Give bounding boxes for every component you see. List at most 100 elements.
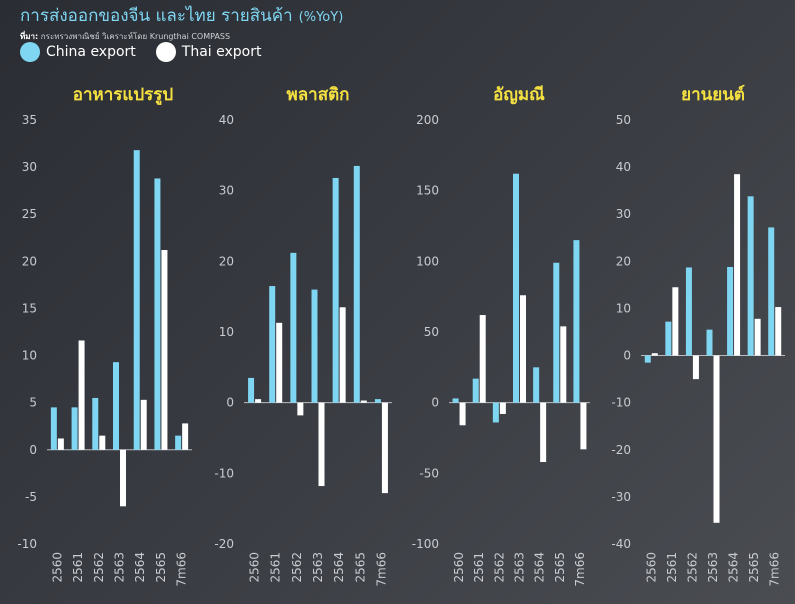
thai-bar-2560: [255, 399, 262, 403]
y-tick-label: 40: [616, 160, 631, 174]
thai-bar-2562: [297, 402, 304, 416]
china-bar-2561: [71, 407, 78, 450]
chart-title-0: อาหารแปรรูป: [73, 85, 174, 106]
china-bar-2560: [248, 377, 255, 403]
y-tick-label: 30: [616, 207, 631, 221]
x-category-label: 2562: [92, 552, 106, 583]
china-bar-2565: [353, 165, 360, 403]
y-tick-label: 0: [623, 349, 631, 363]
thai-bar-2561: [479, 315, 486, 403]
x-category-label: 2560: [248, 552, 262, 583]
x-category-label: 2560: [644, 552, 658, 583]
china-bar-2565: [154, 178, 161, 450]
china-bar-2563: [311, 289, 318, 403]
x-category-label: 2564: [332, 552, 346, 583]
china-bar-7m66: [374, 399, 381, 403]
x-category-label: 2561: [269, 552, 283, 583]
x-category-label: 2562: [290, 552, 304, 583]
china-bar-2562: [290, 252, 297, 403]
china-bar-2565: [747, 196, 754, 356]
legend-item-china: China export: [20, 42, 136, 62]
x-category-label: 2561: [71, 552, 85, 583]
thai-bar-2565: [754, 318, 761, 356]
y-tick-label: -40: [611, 537, 631, 551]
x-category-label: 2565: [747, 552, 761, 583]
y-tick-label: 30: [219, 184, 234, 198]
china-bar-2560: [50, 407, 57, 450]
thai-bar-2563: [120, 449, 126, 507]
china-bar-2561: [665, 321, 672, 356]
thai-bar-2563: [713, 355, 720, 523]
thai-bar-7m66: [381, 402, 388, 494]
y-tick-label: -50: [419, 466, 439, 480]
china-bar-2560: [452, 398, 459, 403]
source-line: ที่มา: กระทรวงพาณิชย์ วิเคราะห์โดย Krung…: [20, 30, 343, 43]
thai-swatch: [155, 42, 176, 62]
x-category-label: 7m66: [175, 552, 189, 587]
thai-bar-2561: [276, 322, 283, 403]
y-tick-label: 150: [416, 184, 439, 198]
y-tick-label: 25: [22, 207, 37, 221]
x-category-label: 2564: [133, 552, 147, 583]
x-category-label: 2563: [706, 552, 720, 583]
y-tick-label: 10: [219, 325, 234, 339]
thai-bar-2564: [140, 399, 147, 450]
legend-label-china: China export: [46, 44, 136, 60]
chart-header: การส่งออกของจีน และไทย รายสินค้า (%YoY) ท…: [20, 2, 343, 43]
thai-bar-2564: [734, 174, 741, 356]
thai-bar-2564: [339, 307, 346, 403]
x-category-label: 2563: [113, 552, 127, 583]
thai-bar-7m66: [775, 307, 782, 356]
title-text: การส่งออกของจีน และไทย รายสินค้า: [20, 6, 293, 26]
thai-bar-2565: [161, 250, 168, 450]
thai-bar-2562: [499, 402, 506, 414]
x-category-label: 2562: [685, 552, 699, 583]
y-tick-label: 0: [29, 443, 37, 457]
y-tick-label: 10: [22, 349, 37, 363]
y-tick-label: -20: [611, 443, 631, 457]
y-tick-label: 40: [219, 113, 234, 127]
china-bar-2563: [706, 329, 713, 356]
china-bar-2562: [685, 267, 692, 356]
x-category-label: 7m66: [374, 552, 388, 587]
china-bar-2563: [513, 173, 519, 403]
china-bar-2564: [533, 367, 540, 403]
thai-bar-2561: [672, 287, 679, 356]
y-tick-label: 5: [29, 396, 37, 410]
y-tick-label: -30: [611, 490, 631, 504]
china-bar-2564: [133, 150, 140, 450]
y-tick-label: 200: [416, 113, 439, 127]
y-tick-label: 20: [616, 254, 631, 268]
thai-bar-2563: [520, 295, 526, 403]
china-bar-2562: [92, 397, 99, 450]
thai-bar-2564: [540, 402, 547, 463]
thai-bar-2560: [651, 353, 658, 356]
thai-bar-2560: [459, 402, 466, 426]
thai-bar-2562: [99, 435, 106, 450]
y-tick-label: 50: [616, 113, 631, 127]
legend-item-thai: Thai export: [155, 42, 262, 62]
china-bar-7m66: [175, 435, 182, 450]
y-tick-label: 10: [616, 301, 631, 315]
x-category-label: 2560: [452, 552, 466, 583]
thai-bar-7m66: [182, 423, 189, 450]
x-category-label: 2562: [492, 552, 506, 583]
y-tick-label: 0: [431, 396, 439, 410]
x-category-label: 2563: [513, 552, 527, 583]
thai-bar-2565: [360, 400, 367, 403]
china-bar-7m66: [573, 240, 580, 403]
legend-label-thai: Thai export: [181, 44, 262, 60]
source-text: กระทรวงพาณิชย์ วิเคราะห์โดย Krungthai CO…: [40, 32, 231, 41]
y-tick-label: 30: [22, 160, 37, 174]
chart-title-3: ยานยนต์: [681, 84, 745, 105]
thai-bar-2561: [78, 340, 85, 450]
x-category-label: 2564: [727, 552, 741, 583]
chart-title-2: อัญมณี: [493, 84, 545, 105]
legend: China export Thai export: [20, 42, 262, 62]
x-category-label: 7m66: [573, 552, 587, 587]
y-tick-label: -10: [17, 537, 37, 551]
china-bar-2563: [113, 362, 119, 450]
china-bar-2562: [492, 402, 499, 423]
y-tick-label: 50: [424, 325, 439, 339]
